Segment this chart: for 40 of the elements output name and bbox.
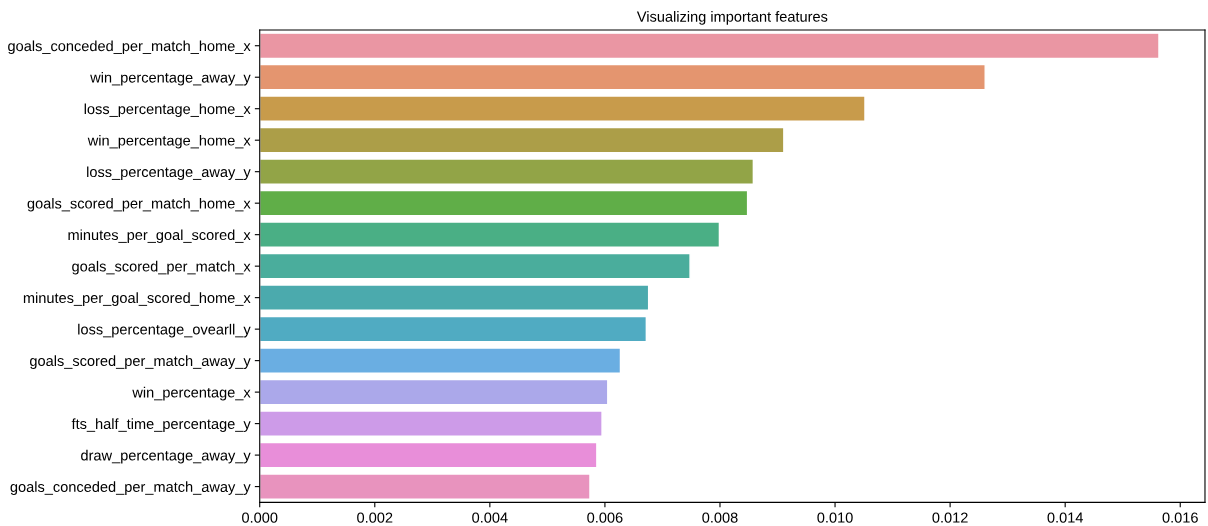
bar bbox=[259, 189, 749, 217]
y-tick-label: win_percentage_away_y bbox=[90, 71, 251, 86]
bar bbox=[259, 158, 755, 185]
bar bbox=[259, 284, 650, 311]
x-tick-label: 0.006 bbox=[587, 512, 623, 523]
bar bbox=[259, 441, 598, 469]
bar bbox=[259, 473, 591, 500]
x-tick-label: 0.010 bbox=[817, 512, 853, 523]
y-tick-label: minutes_per_goal_scored_x bbox=[68, 229, 251, 243]
y-tick-label: win_percentage_x bbox=[132, 386, 251, 401]
bar bbox=[259, 315, 648, 343]
y-tick-label: goals_conceded_per_match_home_x bbox=[8, 40, 251, 55]
y-tick-label: goals_scored_per_match_home_x bbox=[27, 197, 251, 212]
x-tick-label: 0.012 bbox=[932, 512, 968, 523]
bar bbox=[259, 347, 622, 374]
x-tick-label: 0.016 bbox=[1162, 512, 1198, 523]
bar bbox=[259, 32, 1160, 60]
bar bbox=[259, 221, 721, 248]
bar bbox=[259, 252, 691, 280]
y-tick-label: loss_percentage_away_y bbox=[87, 166, 251, 180]
y-tick-label: loss_percentage_home_x bbox=[84, 103, 251, 118]
y-tick-label: minutes_per_goal_scored_home_x bbox=[23, 292, 251, 306]
bar bbox=[259, 410, 603, 437]
y-tick-label: goals_conceded_per_match_away_y bbox=[10, 481, 251, 495]
chart-title: Visualizing important features bbox=[636, 11, 828, 25]
y-tick-label: goals_scored_per_match_away_y bbox=[30, 355, 251, 369]
y-tick-label: win_percentage_home_x bbox=[87, 134, 251, 149]
y-tick-label: fts_half_time_percentage_y bbox=[71, 418, 251, 432]
bar bbox=[259, 95, 866, 122]
bar bbox=[259, 126, 785, 154]
x-tick-label: 0.014 bbox=[1047, 512, 1083, 523]
y-tick-label: loss_percentage_ovearll_y bbox=[78, 323, 251, 338]
x-tick-label: 0.000 bbox=[242, 512, 278, 523]
y-tick-label: draw_percentage_away_y bbox=[81, 449, 251, 464]
x-tick-label: 0.008 bbox=[702, 512, 738, 523]
x-tick-label: 0.004 bbox=[472, 512, 508, 523]
bar bbox=[259, 378, 609, 406]
x-tick-label: 0.002 bbox=[357, 512, 393, 523]
y-tick-label: goals_scored_per_match_x bbox=[72, 260, 251, 275]
bar bbox=[259, 63, 986, 91]
